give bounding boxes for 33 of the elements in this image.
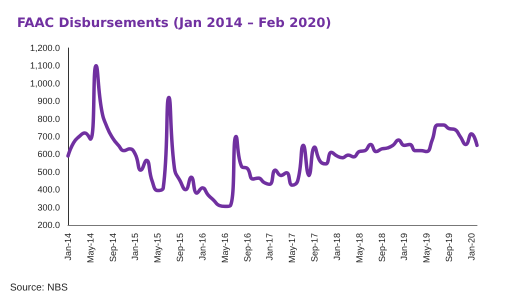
x-tick-label: Jan-15 [130, 233, 140, 261]
x-tick-label: May-14 [85, 233, 96, 264]
source-note: Source: NBS [10, 282, 68, 294]
y-tick-label: 500.0 [37, 166, 60, 177]
x-tick-label: Jan-16 [197, 233, 208, 261]
x-tick-label: Jan-18 [332, 233, 342, 261]
x-tick-label: Jan-19 [399, 233, 410, 261]
y-tick-label: 900.0 [37, 96, 60, 106]
x-tick-label: Sep-16 [242, 233, 252, 262]
x-tick-label: May-18 [354, 233, 364, 264]
x-tick-label: Sep-19 [444, 233, 454, 262]
y-tick-label: 800.0 [37, 114, 60, 124]
x-tick-label: Jan-14 [63, 233, 73, 261]
y-tick-label: 300.0 [37, 202, 60, 212]
y-tick-label: 1,000.0 [30, 78, 60, 88]
x-tick-label: Sep-15 [175, 233, 186, 262]
x-tick-label: May-16 [220, 233, 230, 264]
x-tick-label: May-19 [422, 233, 432, 264]
y-tick-label: 1,100.0 [30, 60, 60, 71]
x-tick-label: May-17 [287, 233, 298, 264]
x-tick-label: Sep-17 [310, 233, 320, 262]
line-series [66, 64, 479, 208]
x-tick-label: Jan-17 [264, 233, 275, 261]
x-tick-label: May-15 [152, 233, 163, 264]
x-tick-label: Sep-18 [376, 233, 387, 262]
y-tick-label: 700.0 [37, 132, 60, 142]
y-tick-label: 1,200.0 [30, 43, 60, 53]
chart-title: FAAC Disbursements (Jan 2014 – Feb 2020) [17, 16, 332, 31]
x-tick-label: Sep-14 [108, 233, 118, 262]
y-tick-label: 400.0 [37, 184, 60, 195]
x-tick-label: Jan-20 [466, 233, 476, 261]
y-tick-label: 600.0 [37, 149, 60, 160]
y-tick-label: 200.0 [37, 220, 60, 230]
